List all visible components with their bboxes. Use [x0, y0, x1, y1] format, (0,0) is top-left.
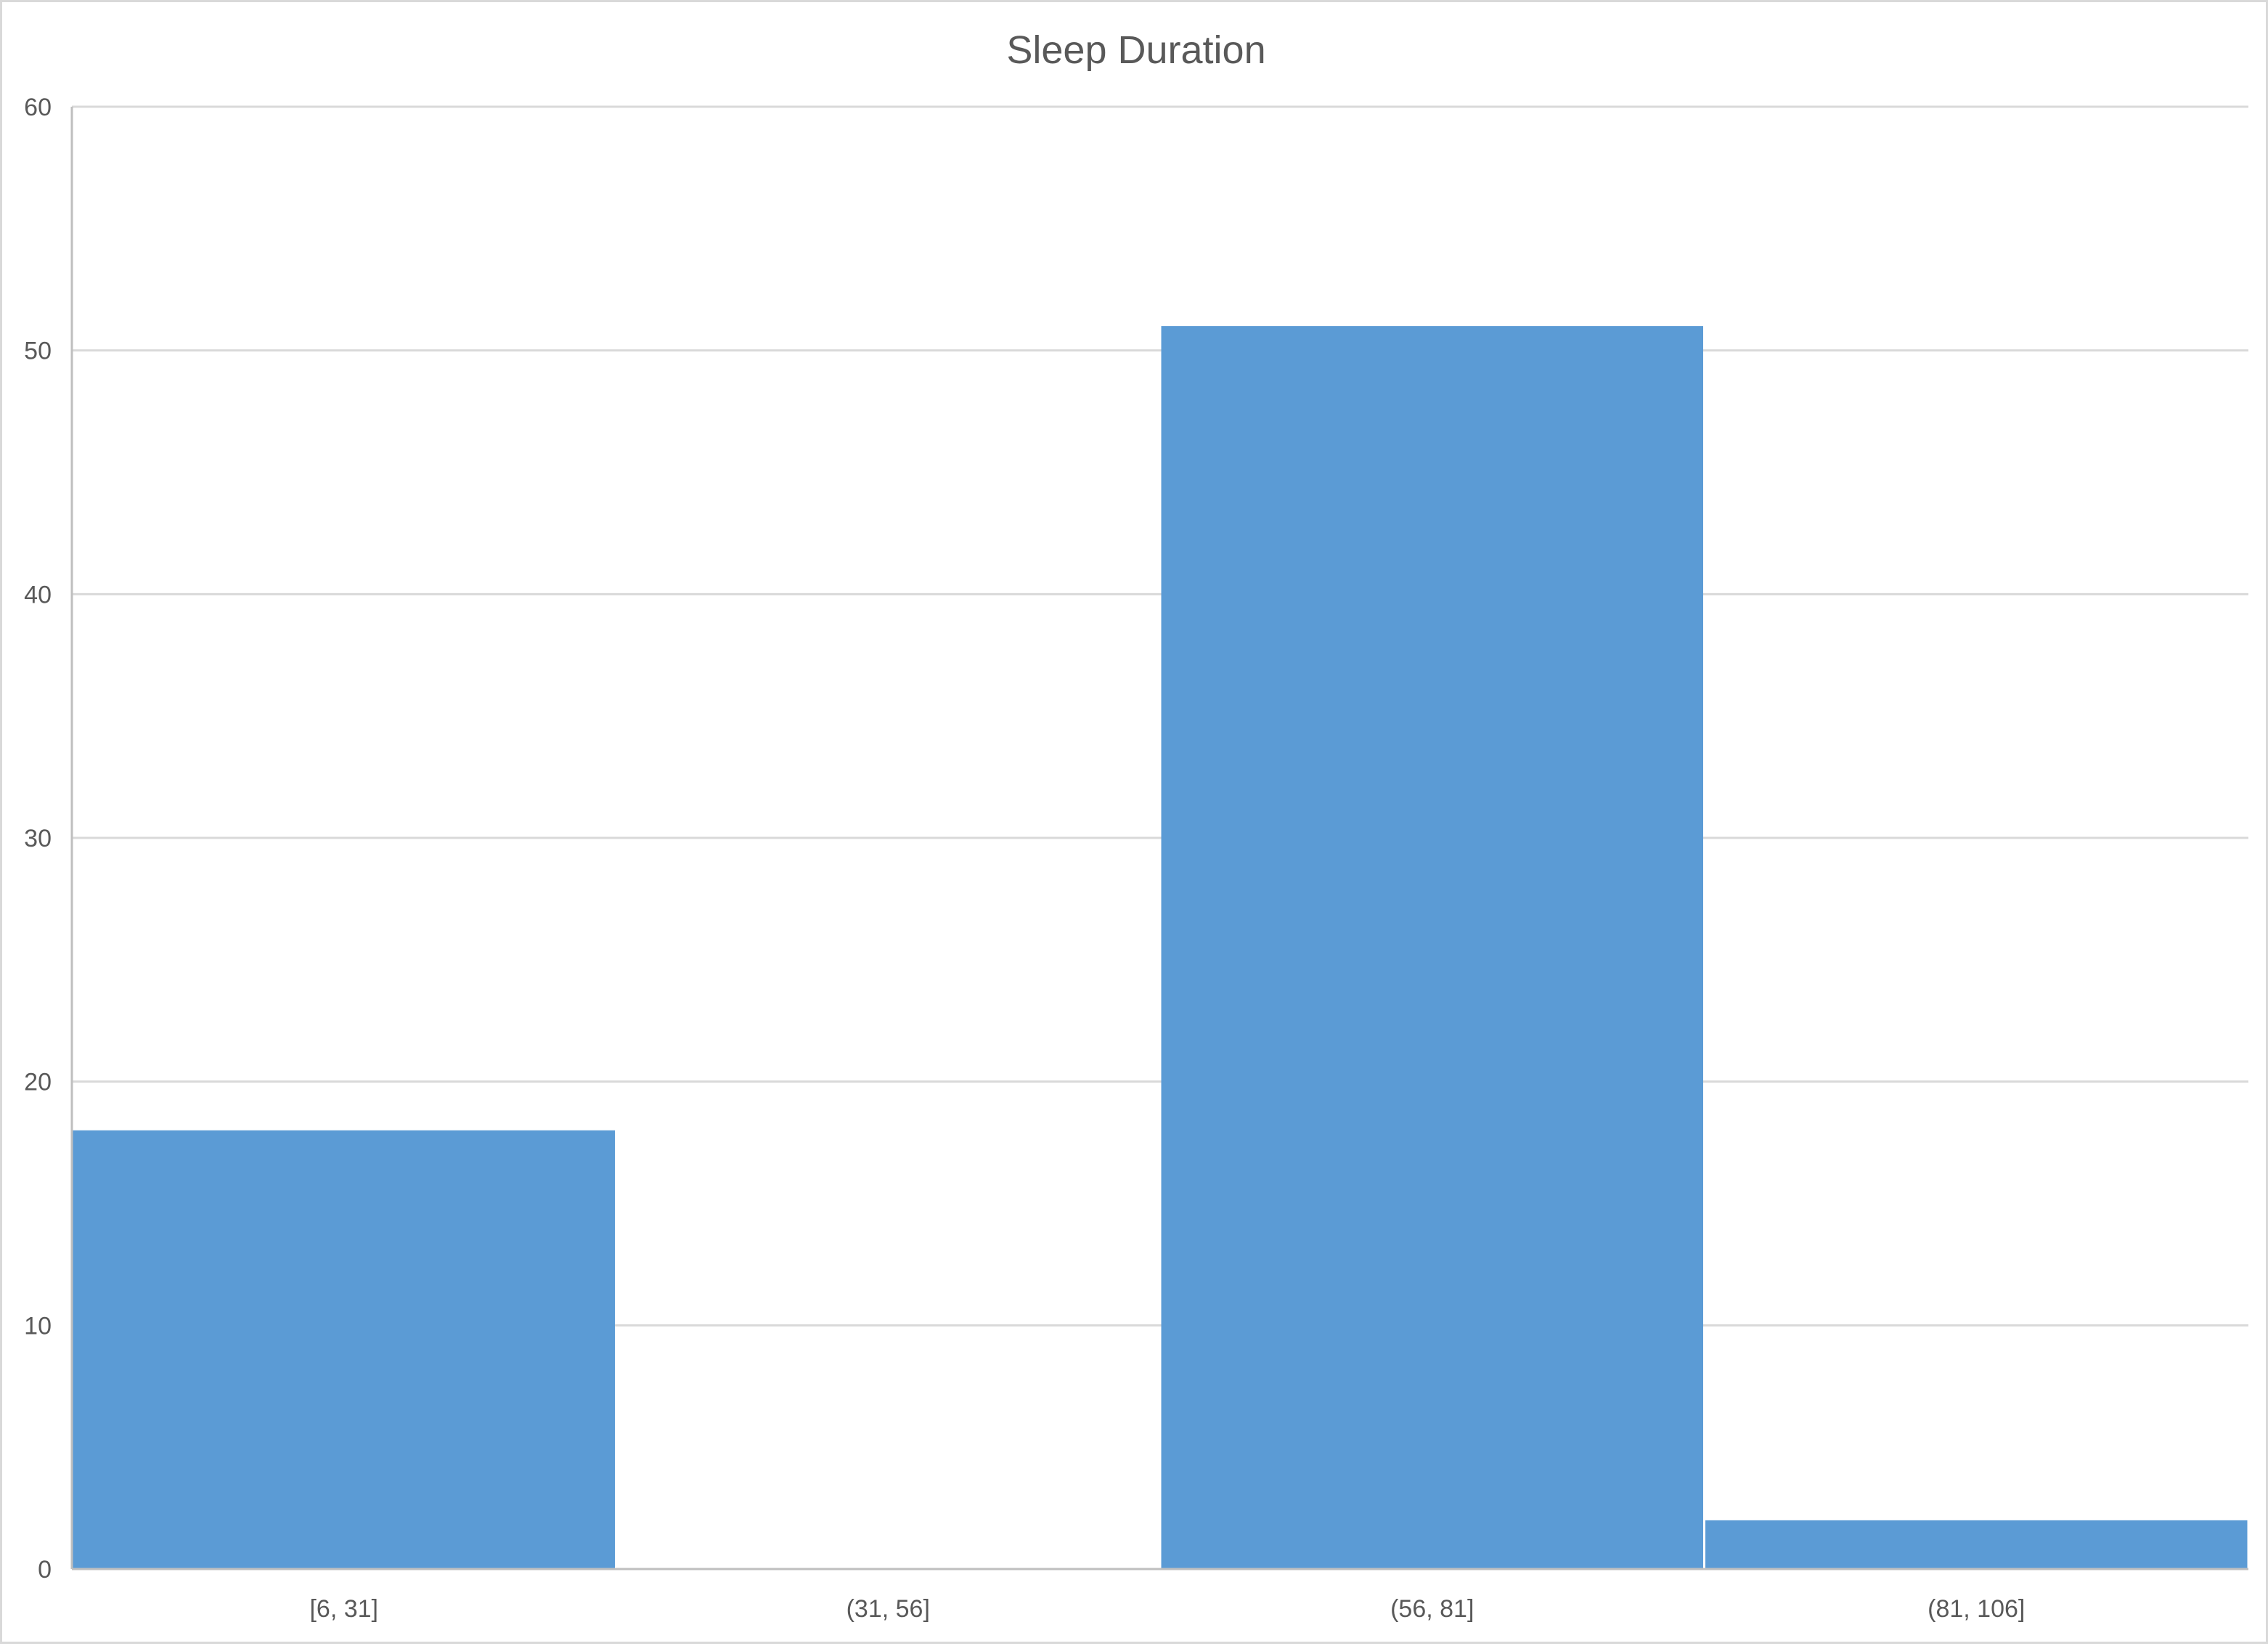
bars: [73, 326, 2248, 1570]
x-tick-labels: [6, 31] (31, 56] (56, 81] (81, 106]: [309, 1595, 2025, 1623]
y-tick-label: 0: [38, 1556, 52, 1584]
y-tick-labels: 0 10 20 30 40 50 60: [24, 94, 52, 1584]
x-tick-label: (81, 106]: [1928, 1595, 2025, 1623]
bar: [1705, 1520, 2248, 1569]
chart-title: Sleep Duration: [1006, 28, 1265, 72]
axes: [70, 107, 2248, 1570]
x-tick-label: (56, 81]: [1390, 1595, 1474, 1623]
y-tick-label: 30: [24, 825, 52, 852]
bar: [1161, 326, 1703, 1570]
y-tick-label: 50: [24, 338, 52, 365]
bar: [73, 1130, 615, 1569]
y-tick-label: 40: [24, 581, 52, 608]
x-tick-label: [6, 31]: [309, 1595, 378, 1623]
y-tick-label: 60: [24, 94, 52, 121]
gridlines: [72, 105, 2248, 1327]
y-tick-label: 20: [24, 1069, 52, 1096]
y-tick-label: 10: [24, 1312, 52, 1340]
x-tick-label: (31, 56]: [847, 1595, 930, 1623]
